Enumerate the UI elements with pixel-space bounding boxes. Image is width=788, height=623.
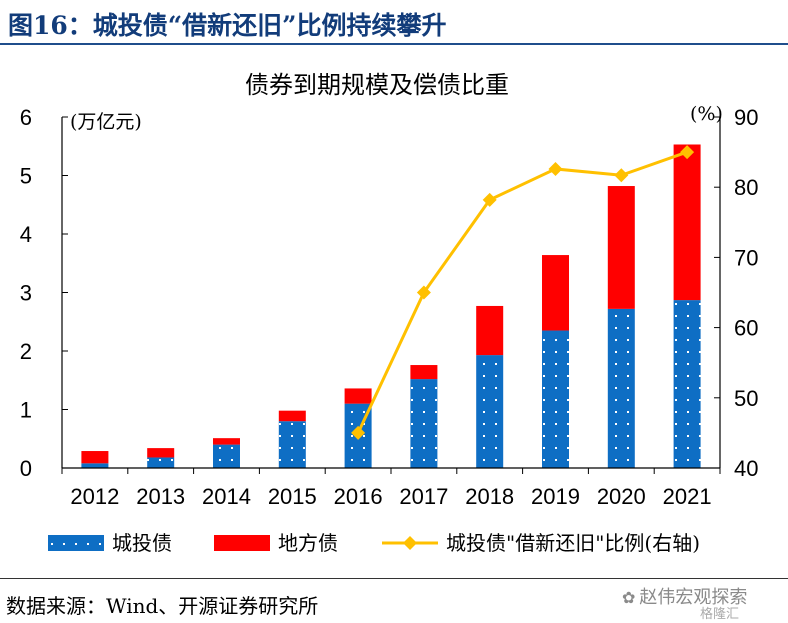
bar-chengtou [476, 355, 504, 468]
bar-chengtou [278, 421, 306, 468]
right-axis-unit: (%) [690, 103, 723, 125]
left-tick-label: 5 [20, 164, 32, 189]
bar-difang [476, 305, 504, 356]
ratio-point [351, 425, 366, 440]
right-tick-label: 60 [734, 316, 758, 341]
wechat-icon: ✿ [622, 588, 636, 607]
ratio-point [680, 145, 695, 160]
legend-label-chengtou: 城投债 [112, 531, 172, 555]
bar-chengtou [147, 457, 175, 468]
legend-marker-ratio [403, 536, 417, 550]
bar-difang [147, 448, 175, 458]
source-note: 数据来源：Wind、开源证券研究所 [6, 594, 319, 618]
right-tick-label: 50 [734, 386, 758, 411]
bar-chengtou [607, 308, 635, 468]
x-tick-label: 2017 [399, 484, 448, 509]
watermark-text: 赵伟宏观探索 [639, 587, 748, 608]
watermark: ✿ 赵伟宏观探索 [622, 583, 747, 609]
figure-title: 图16：城投债“借新还旧”比例持续攀升 [8, 11, 447, 40]
left-tick-label: 6 [20, 105, 32, 130]
left-tick-label: 1 [20, 398, 32, 423]
bar-difang [81, 451, 109, 464]
ratio-point [482, 192, 497, 207]
x-tick-label: 2016 [334, 484, 383, 509]
bar-difang [213, 438, 240, 445]
legend-label-ratio: 城投债"借新还旧"比例(右轴) [446, 531, 700, 555]
x-tick-label: 2021 [663, 484, 712, 509]
x-tick-label: 2013 [136, 484, 185, 509]
bar-chengtou [673, 300, 701, 468]
source-rule [0, 578, 788, 579]
right-tick-label: 40 [734, 456, 758, 481]
title-rule [0, 43, 788, 45]
ratio-point [416, 285, 431, 300]
bar-difang [410, 365, 438, 380]
chart-title: 债券到期规模及偿债比重 [245, 71, 509, 99]
left-axis-unit: (万亿元) [70, 111, 142, 133]
bar-difang [673, 144, 701, 301]
right-tick-label: 90 [734, 105, 758, 130]
x-tick-label: 2020 [597, 484, 646, 509]
bar-difang [542, 255, 569, 331]
legend-swatch-chengtou [48, 535, 104, 551]
ratio-point [614, 168, 629, 183]
left-tick-label: 2 [20, 339, 32, 364]
right-tick-label: 70 [734, 245, 758, 270]
left-tick-label: 0 [20, 456, 32, 481]
bar-difang [344, 388, 372, 404]
left-tick-label: 3 [20, 281, 32, 306]
ratio-point [548, 161, 563, 176]
bar-chengtou [81, 463, 109, 468]
bar-chengtou [542, 330, 569, 468]
bar-difang [607, 186, 635, 309]
right-tick-label: 80 [734, 175, 758, 200]
x-tick-label: 2014 [202, 484, 251, 509]
bar-difang [278, 410, 306, 422]
watermark-sub: 格隆汇 [700, 607, 740, 622]
left-tick-label: 4 [20, 222, 32, 247]
x-tick-label: 2019 [531, 484, 580, 509]
x-tick-label: 2012 [70, 484, 119, 509]
x-tick-label: 2015 [268, 484, 317, 509]
ratio-line [356, 150, 688, 434]
bar-chengtou [213, 444, 240, 468]
legend-label-difang: 地方债 [278, 531, 338, 555]
bar-chengtou [410, 379, 438, 468]
x-tick-label: 2018 [465, 484, 514, 509]
legend-swatch-difang [214, 535, 270, 551]
